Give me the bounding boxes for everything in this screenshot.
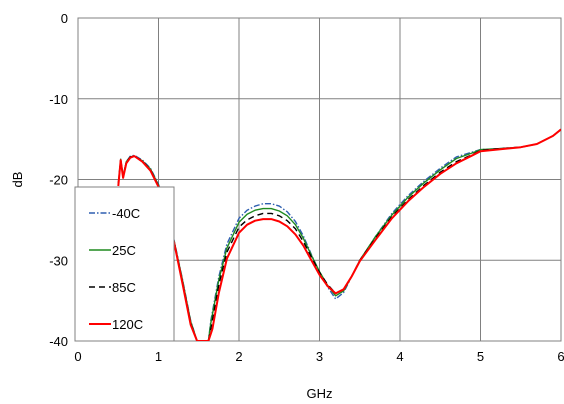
y-axis-title: dB [10,172,25,188]
series-lines [117,128,561,341]
series-line-25c [117,128,561,341]
x-axis-title: GHz [307,386,333,401]
series-line-40c [117,128,561,341]
series-line-85c [117,128,561,341]
y-tick-label: -20 [49,173,68,188]
x-tick-label: 0 [74,349,81,364]
x-tick-label: 5 [477,349,484,364]
y-tick-label: -30 [49,253,68,268]
x-tick-label: 4 [396,349,403,364]
legend: -40C 25C 85C 120C [74,186,175,342]
axes: 0 1 2 3 4 5 6 0 -10 -20 -30 -40 GHz dB [10,11,564,401]
series-line-120c [117,128,561,341]
legend-label: 25C [112,243,136,258]
x-tick-label: 3 [316,349,323,364]
x-tick-label: 1 [155,349,162,364]
legend-label: 85C [112,280,136,295]
y-tick-label: 0 [61,11,68,26]
legend-label: 120C [112,317,143,332]
y-tick-label: -40 [49,334,68,349]
x-tick-label: 2 [235,349,242,364]
y-tick-label: -10 [49,92,68,107]
legend-label: -40C [112,206,140,221]
x-tick-label: 6 [557,349,564,364]
